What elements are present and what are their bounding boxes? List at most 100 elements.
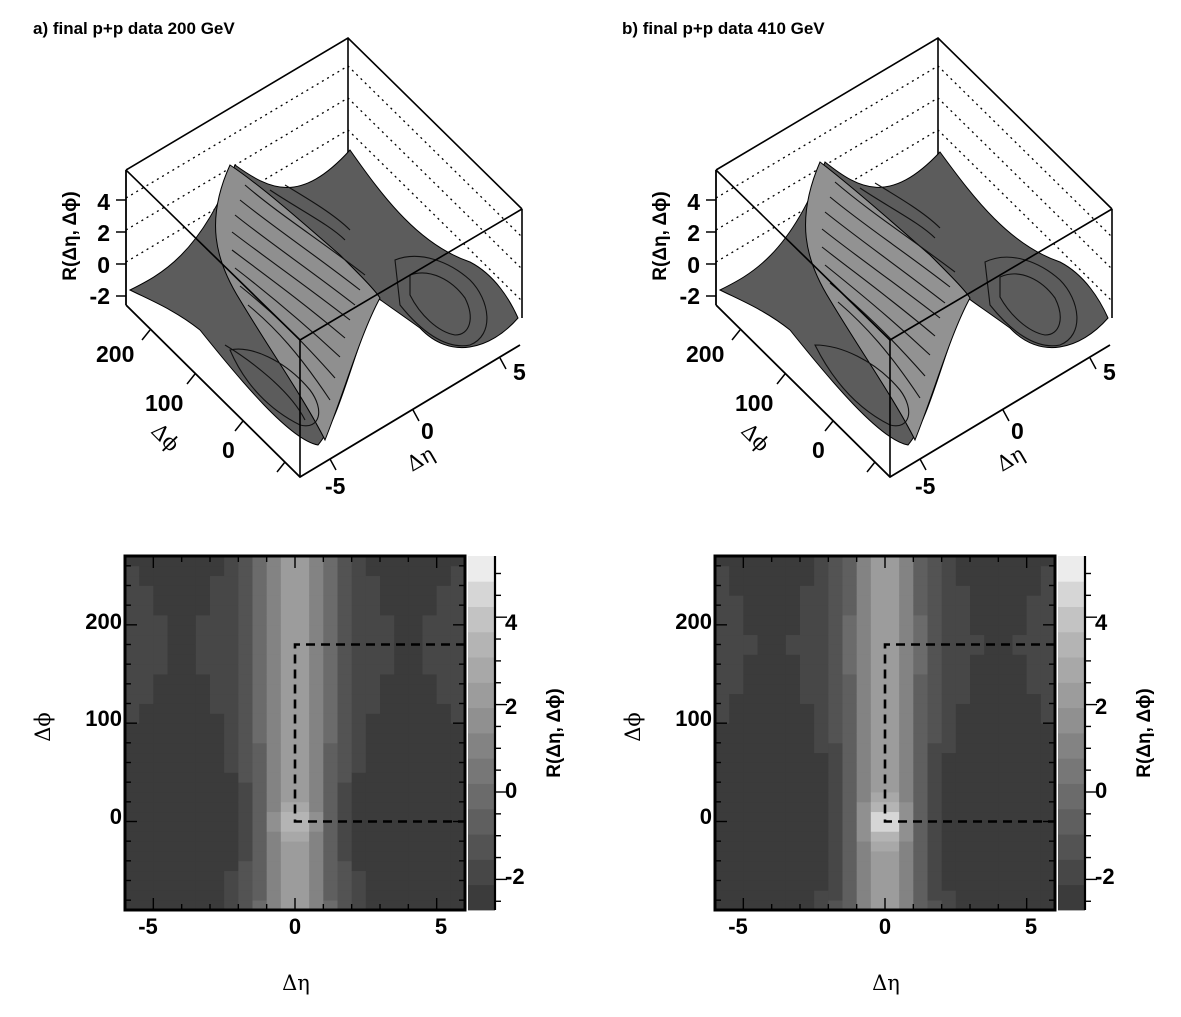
heatmap-cell xyxy=(927,644,943,655)
heatmap-cell xyxy=(252,595,268,606)
heatmap-cell xyxy=(828,565,843,577)
heatmap-cell xyxy=(828,644,843,655)
heatmap-cell xyxy=(195,615,211,626)
heatmap-cell xyxy=(757,811,773,822)
heatmap-cell xyxy=(422,624,438,636)
heatmap-cell xyxy=(125,792,140,803)
heatmap-cell xyxy=(800,585,815,596)
heatmap-cell xyxy=(899,851,914,862)
heatmap-cell xyxy=(323,782,338,793)
heatmap-cell xyxy=(309,821,324,832)
heatmap-cell xyxy=(715,831,730,842)
heatmap-cell xyxy=(800,664,815,675)
heatmap-cell xyxy=(998,772,1013,783)
heatmap-cell xyxy=(450,811,466,822)
heatmap-cell xyxy=(856,644,872,655)
y-axis-label: Δϕ xyxy=(31,712,55,741)
heatmap-cell xyxy=(998,575,1013,586)
heatmap-cell xyxy=(394,772,409,783)
heatmap-cell xyxy=(195,831,211,842)
heatmap-cell xyxy=(238,674,253,685)
heatmap-cell xyxy=(970,782,985,793)
heatmap-cell xyxy=(856,890,872,901)
heatmap-cell xyxy=(984,792,999,803)
heatmap-cell xyxy=(125,674,140,685)
heatmap-cell xyxy=(125,693,140,704)
heatmap-cell xyxy=(955,900,971,911)
heatmap-cell xyxy=(941,595,957,606)
heatmap-cell xyxy=(408,841,423,852)
heatmap-cell xyxy=(125,772,140,783)
heatmap-cell xyxy=(436,575,452,586)
heatmap-cell xyxy=(757,674,773,685)
heatmap-cell xyxy=(139,841,154,852)
heatmap-cell xyxy=(1012,644,1028,655)
heatmap-cell xyxy=(153,742,168,754)
heatmap-cell xyxy=(153,870,168,881)
heatmap-cell xyxy=(771,703,787,714)
heatmap-cell xyxy=(970,703,985,714)
heatmap-cell xyxy=(337,703,353,714)
heatmap-cell xyxy=(970,811,985,822)
heatmap-cell xyxy=(167,575,183,586)
heatmap-cell xyxy=(899,890,914,901)
heatmap-cell xyxy=(941,742,957,754)
heatmap-cell xyxy=(785,811,801,822)
heatmap-cell xyxy=(153,801,168,813)
heatmap-cell xyxy=(195,565,211,577)
heatmap-cell xyxy=(380,831,395,842)
heatmap-cell xyxy=(1026,615,1042,626)
heatmap-cell xyxy=(125,841,140,852)
phi-tick-label: 0 xyxy=(222,437,235,463)
heatmap-cell xyxy=(351,615,367,626)
heatmap-cell xyxy=(139,575,154,586)
heatmap-cell xyxy=(1026,742,1042,754)
heatmap-cell xyxy=(842,860,858,872)
heatmap-cell xyxy=(984,851,999,862)
heatmap-cell xyxy=(743,703,758,714)
heatmap-cell xyxy=(814,674,829,685)
heatmap-cell xyxy=(984,605,999,616)
heatmap-cell xyxy=(729,821,744,832)
heatmap-cell xyxy=(941,801,957,813)
heatmap-cell xyxy=(436,615,452,626)
heatmap-cell xyxy=(941,605,957,616)
heatmap-cell xyxy=(365,742,381,754)
heatmap-cell xyxy=(280,624,296,636)
heatmap-cell xyxy=(153,792,168,803)
heatmap-cell xyxy=(842,772,858,783)
heatmap-cell xyxy=(941,565,957,577)
heatmap-cell xyxy=(729,624,744,636)
heatmap-cell xyxy=(715,595,730,606)
heatmap-cell xyxy=(800,841,815,852)
heatmap-cell xyxy=(870,801,886,813)
colorbar-tick-label: 2 xyxy=(1095,694,1107,719)
heatmap-cell xyxy=(153,703,168,714)
heatmap-cell xyxy=(870,880,886,891)
heatmap-cell xyxy=(238,615,253,626)
heatmap-cell xyxy=(337,792,353,803)
heatmap-cell xyxy=(394,674,409,685)
heatmap-cell xyxy=(280,821,296,832)
y-tick-label: 0 xyxy=(110,804,122,829)
colorbar-block xyxy=(1058,606,1085,633)
heatmap-cell xyxy=(899,693,914,704)
heatmap-cell xyxy=(1012,792,1028,803)
heatmap-cell xyxy=(856,762,872,773)
panel-title: b) final p+p data 410 GeV xyxy=(622,19,825,38)
heatmap-cell xyxy=(408,762,423,773)
eta-tick-label: -5 xyxy=(325,473,346,499)
heatmap-cell xyxy=(252,880,268,891)
heatmap-cell xyxy=(913,860,928,872)
heatmap-cell xyxy=(195,772,211,783)
heatmap-cell xyxy=(814,860,829,872)
heatmap-cell xyxy=(729,595,744,606)
heatmap-cell xyxy=(365,762,381,773)
heatmap-cell xyxy=(941,654,957,665)
heatmap-cell xyxy=(970,634,985,645)
y-tick-label: 0 xyxy=(700,804,712,829)
heatmap-cell xyxy=(1026,782,1042,793)
heatmap-cell xyxy=(856,801,872,813)
heatmap-cell xyxy=(814,792,829,803)
heatmap-cell xyxy=(729,880,744,891)
